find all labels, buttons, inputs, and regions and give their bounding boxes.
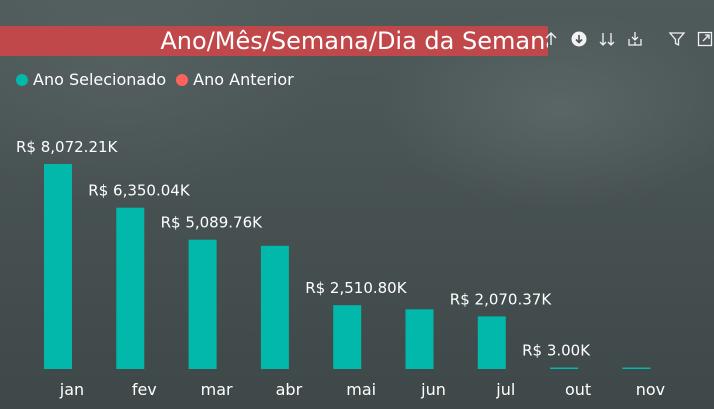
bar-mar[interactable] <box>188 239 217 369</box>
arrow-up-icon[interactable] <box>540 28 562 50</box>
chart-title: Ano/Mês/Semana/Dia da Semana <box>160 27 548 55</box>
x-tick-label-fev: fev <box>132 380 157 399</box>
bar-fev[interactable] <box>116 207 145 369</box>
x-tick-label-out: out <box>565 380 591 399</box>
double-arrow-down-icon[interactable] <box>596 28 618 50</box>
visual-toolbar <box>540 27 714 51</box>
legend-swatch <box>16 73 28 86</box>
legend-label: Ano Selecionado <box>33 70 167 89</box>
x-tick-label-jul: jul <box>495 380 515 399</box>
x-tick-label-mar: mar <box>201 380 233 399</box>
legend-item-ano-selecionado[interactable]: Ano Selecionado <box>16 70 166 89</box>
x-tick-label-jun: jun <box>420 380 446 399</box>
bar-jul[interactable] <box>477 316 506 369</box>
legend-item-ano-anterior[interactable]: Ano Anterior <box>176 70 294 89</box>
data-label-out: R$ 3.00K <box>522 342 591 360</box>
x-tick-label-abr: abr <box>276 380 303 399</box>
filter-icon[interactable] <box>666 28 688 50</box>
x-tick-label-mai: mai <box>346 380 376 399</box>
legend: Ano Selecionado Ano Anterior <box>16 70 304 89</box>
data-label-jul: R$ 2,070.37K <box>450 290 553 308</box>
bar-abr[interactable] <box>260 245 289 369</box>
bar-out[interactable] <box>550 367 579 370</box>
data-label-mar: R$ 5,089.76K <box>161 214 264 232</box>
data-label-jan: R$ 8,072.21K <box>16 138 119 156</box>
expand-down-icon[interactable] <box>624 28 646 50</box>
bar-nov[interactable] <box>622 367 651 370</box>
bar-jan[interactable] <box>44 164 72 369</box>
title-bar: Ano/Mês/Semana/Dia da Semana <box>0 26 548 56</box>
focus-mode-icon[interactable] <box>694 28 714 50</box>
bar-jun[interactable] <box>405 309 434 369</box>
x-tick-label-nov: nov <box>636 380 665 399</box>
x-tick-label-jan: jan <box>59 380 84 399</box>
data-label-fev: R$ 6,350.04K <box>88 182 191 200</box>
arrow-down-circle-icon[interactable] <box>568 28 590 50</box>
data-label-mai: R$ 2,510.80K <box>305 279 408 297</box>
bar-mai[interactable] <box>333 305 362 369</box>
legend-swatch <box>176 73 189 86</box>
legend-label: Ano Anterior <box>193 70 294 89</box>
